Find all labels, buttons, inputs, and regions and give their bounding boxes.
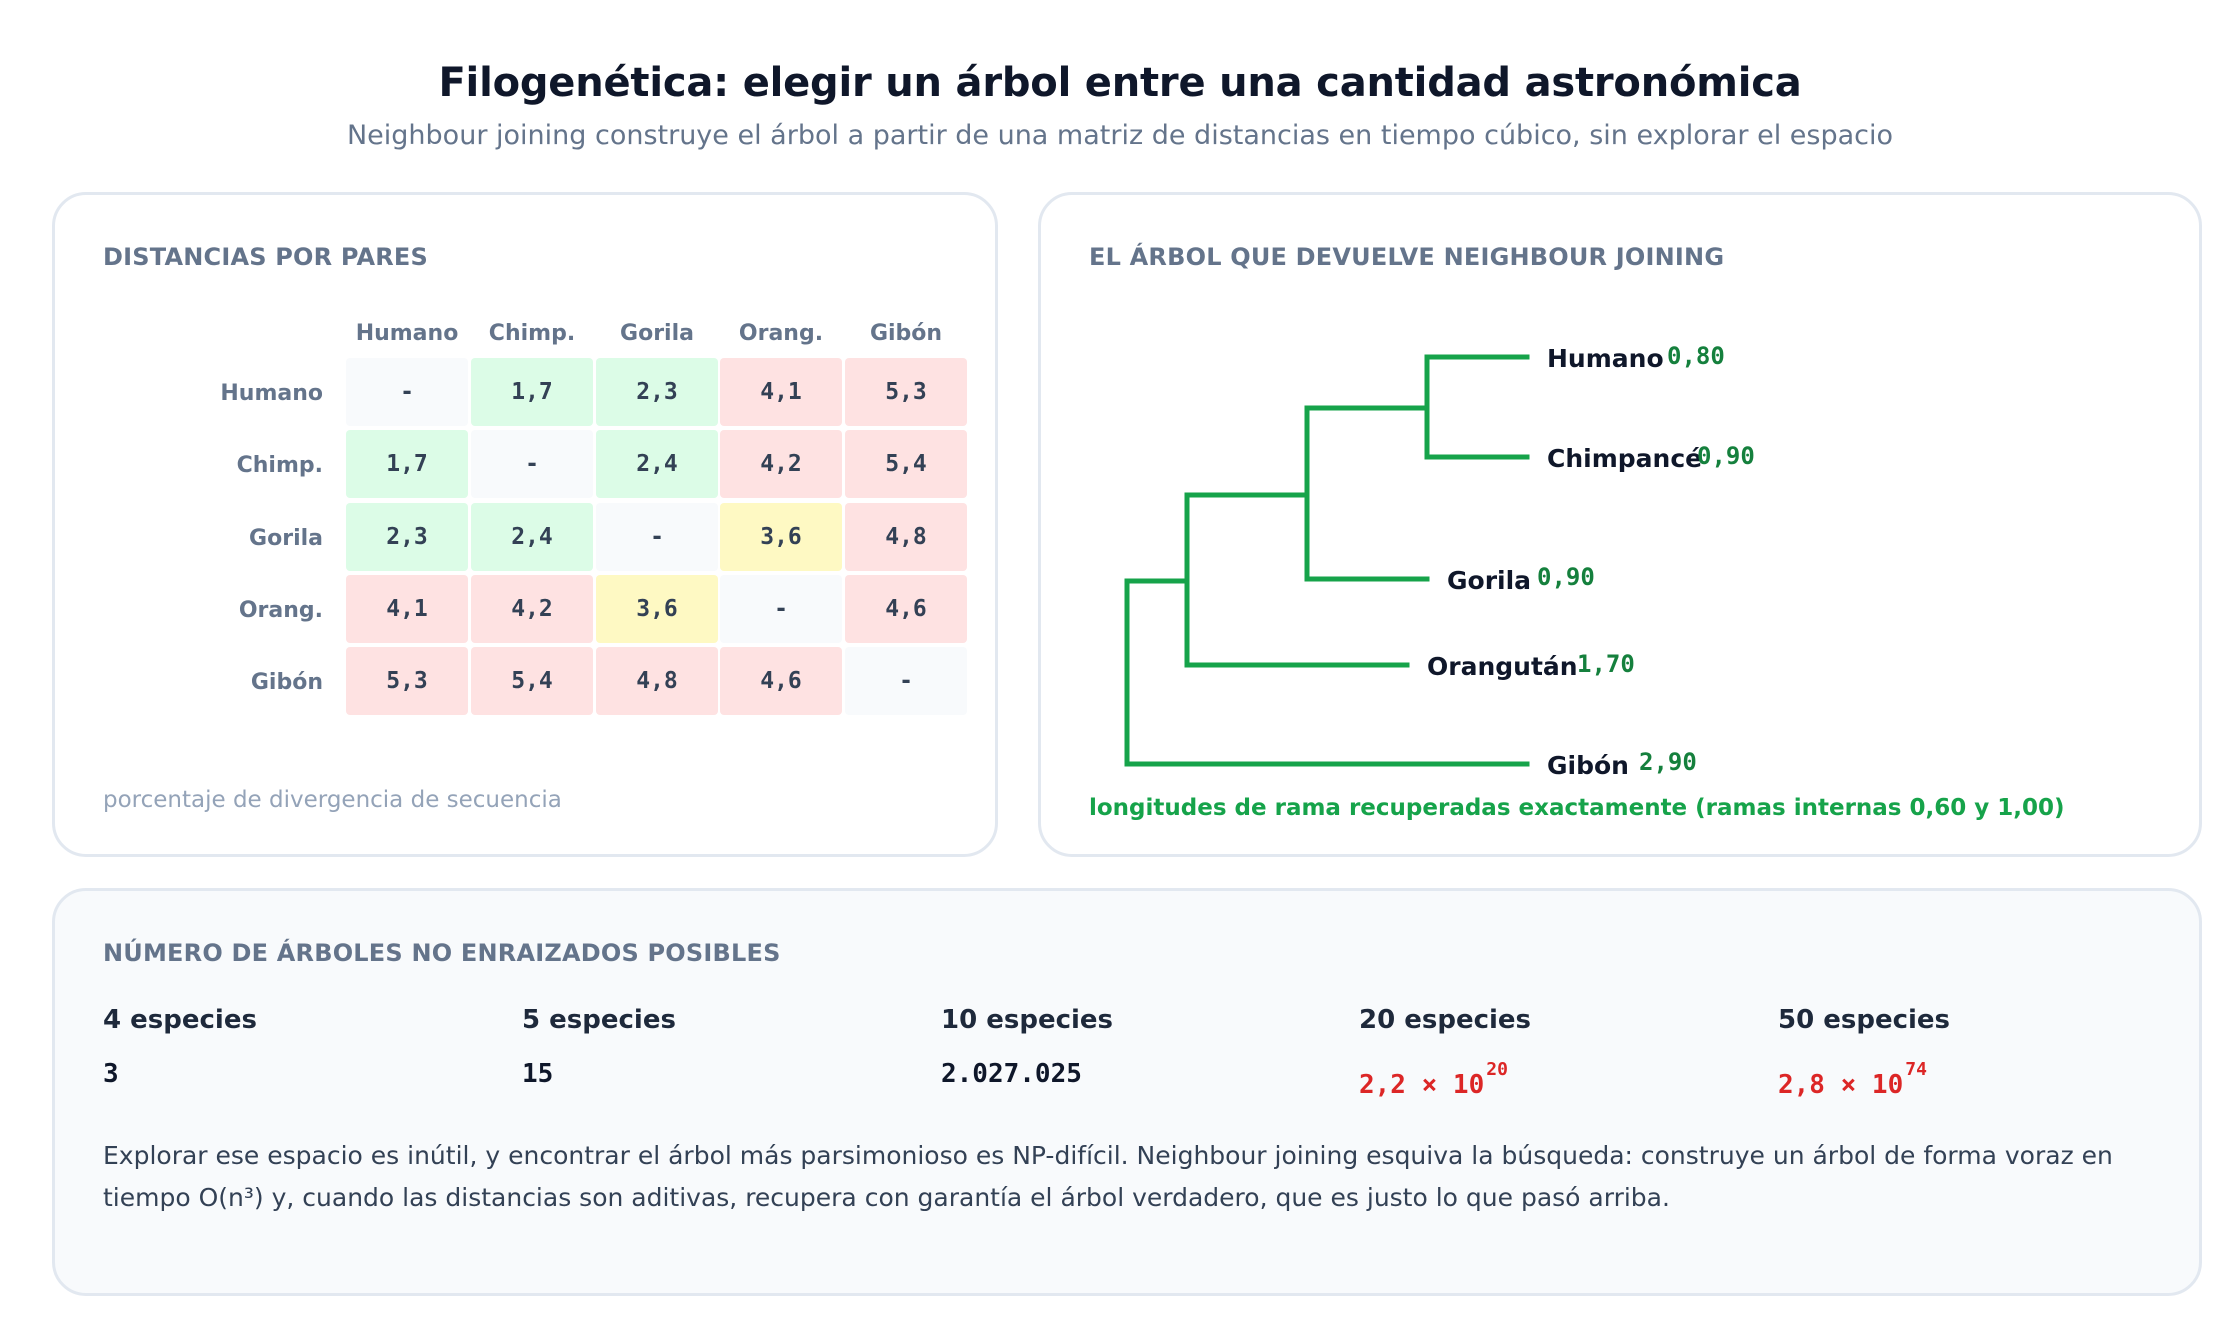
matrix-cell-orang-chimp: 4,2 [471,575,593,643]
matrix-cell-orang-gibon: 4,6 [845,575,967,643]
count-label: 4 especies [103,1005,257,1035]
tree-title: EL ÁRBOL QUE DEVUELVE NEIGHBOUR JOINING [1089,243,1725,271]
matrix-cell-orang-orang: - [720,575,842,643]
tree-branches [1124,354,1530,767]
count-item-50: 50 especies 2,8 × 1074 [1778,1005,2178,1100]
matrix-cell-chimp-gibon: 5,4 [845,430,967,498]
matrix-title: DISTANCIAS POR PARES [103,243,429,271]
matrix-cell-humano-gorila: 2,3 [596,358,718,426]
matrix-cell-gorila-orang: 3,6 [720,503,842,571]
count-value-mantissa: 15 [522,1059,554,1089]
count-value: 2.027.025 [941,1059,1341,1089]
leaf-label-orangutan: Orangután [1427,652,1578,681]
page-title: Filogenética: elegir un árbol entre una … [438,60,1802,106]
count-value: 2,8 × 1074 [1778,1059,2178,1100]
matrix-cell-gibon-orang: 4,6 [720,647,842,715]
matrix-cell-gibon-chimp: 5,4 [471,647,593,715]
matrix-cell-chimp-orang: 4,2 [720,430,842,498]
count-item-4: 4 especies 3 [103,1005,503,1089]
count-value-mantissa: 3 [103,1059,119,1089]
phylogenetic-tree: Humano 0,80 Chimpancé 0,90 Gorila 0,90 O… [1124,342,1755,780]
count-value: 15 [522,1059,922,1089]
matrix-cell-gorila-chimp: 2,4 [471,503,593,571]
row-header-chimp: Chimp. [236,453,323,478]
row-header-humano: Humano [220,381,323,406]
col-header-humano: Humano [355,321,459,346]
leaf-length-chimpance: 0,90 [1697,442,1755,470]
col-header-orang: Orang. [738,321,824,346]
matrix-cell-chimp-humano: 1,7 [346,430,468,498]
count-value: 2,2 × 1020 [1359,1059,1759,1100]
count-label: 5 especies [522,1005,676,1035]
count-item-10: 10 especies 2.027.025 [941,1005,1341,1089]
page-header: Filogenética: elegir un árbol entre una … [0,60,2240,151]
leaf-label-humano: Humano [1547,344,1664,373]
matrix-cell-humano-orang: 4,1 [720,358,842,426]
matrix-cell-gorila-gibon: 4,8 [845,503,967,571]
page-subtitle: Neighbour joining construye el árbol a p… [346,120,1894,151]
leaf-length-humano: 0,80 [1667,342,1725,370]
matrix-cell-humano-chimp: 1,7 [471,358,593,426]
leaf-length-orangutan: 1,70 [1577,650,1635,678]
explanation-paragraph: Explorar ese espacio es inútil, y encont… [103,1141,2113,1212]
matrix-cell-gibon-gibon: - [845,647,967,715]
count-value: 3 [103,1059,503,1089]
leaf-label-chimpance: Chimpancé [1547,444,1702,473]
col-header-gibon: Gibón [869,321,943,346]
matrix-cell-orang-humano: 4,1 [346,575,468,643]
row-header-gibon: Gibón [250,670,323,695]
count-label: 20 especies [1359,1005,1532,1035]
count-item-5: 5 especies 15 [522,1005,922,1089]
matrix-cell-humano-gibon: 5,3 [845,358,967,426]
count-value-exponent: 20 [1486,1059,1508,1080]
count-label: 10 especies [941,1005,1114,1035]
tree-note: longitudes de rama recuperadas exactamen… [1089,795,2065,821]
counts-title: NÚMERO DE ÁRBOLES NO ENRAIZADOS POSIBLES [103,939,781,967]
col-header-gorila: Gorila [620,321,694,346]
count-value-exponent: 74 [1905,1059,1927,1080]
distance-matrix-card: DISTANCIAS POR PARES Humano Chimp. Goril… [52,192,998,857]
leaf-length-gibon: 2,90 [1639,748,1697,776]
count-value-mantissa: 2,8 × 10 [1778,1070,1904,1100]
matrix-note: porcentaje de divergencia de secuencia [103,787,562,813]
matrix-cell-gorila-humano: 2,3 [346,503,468,571]
matrix-cell-orang-gorila: 3,6 [596,575,718,643]
count-label: 50 especies [1778,1005,1951,1035]
matrix-cell-chimp-gorila: 2,4 [596,430,718,498]
matrix-cell-gibon-gorila: 4,8 [596,647,718,715]
leaf-label-gibon: Gibón [1547,751,1629,780]
count-item-20: 20 especies 2,2 × 1020 [1359,1005,1759,1100]
tree-card: EL ÁRBOL QUE DEVUELVE NEIGHBOUR JOINING … [1038,192,2202,857]
matrix-cell-gorila-gorila: - [596,503,718,571]
row-header-orang: Orang. [238,598,323,623]
tree-count-card: NÚMERO DE ÁRBOLES NO ENRAIZADOS POSIBLES… [52,888,2202,1296]
count-value-mantissa: 2,2 × 10 [1359,1070,1485,1100]
leaf-label-gorila: Gorila [1447,566,1531,595]
matrix-cell-chimp-chimp: - [471,430,593,498]
matrix-cell-humano-humano: - [346,358,468,426]
count-value-mantissa: 2.027.025 [941,1059,1082,1089]
leaf-length-gorila: 0,90 [1537,563,1595,591]
col-header-chimp: Chimp. [488,321,576,346]
row-header-gorila: Gorila [249,526,323,551]
matrix-cell-gibon-humano: 5,3 [346,647,468,715]
